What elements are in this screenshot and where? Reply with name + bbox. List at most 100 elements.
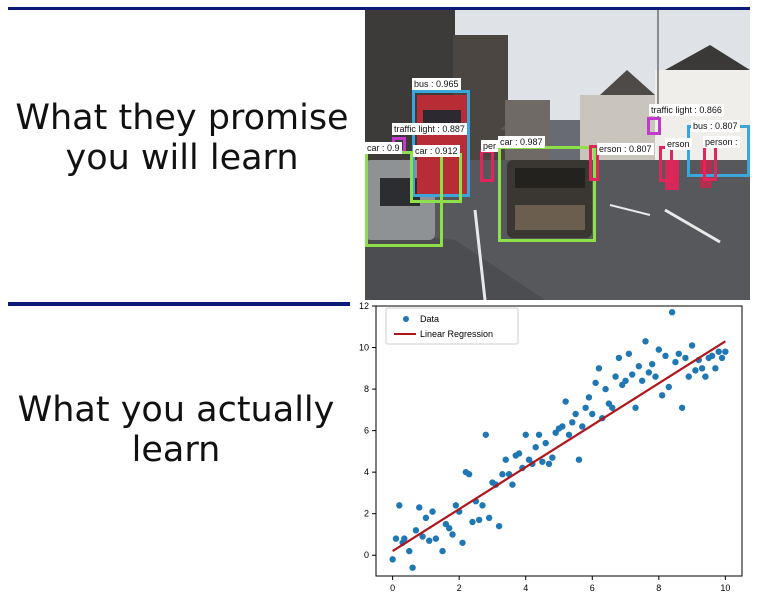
data-point (549, 454, 556, 461)
legend-data-label: Data (420, 314, 439, 324)
y-tick-label: 10 (359, 343, 369, 353)
data-point (432, 535, 440, 542)
data-point (708, 352, 716, 360)
data-point (715, 348, 722, 355)
label-traffic-light-0887: traffic light : 0.887 (392, 123, 467, 135)
data-point (485, 514, 493, 522)
y-tick-label: 4 (364, 467, 369, 477)
promise-caption: What they promise you will learn (15, 98, 349, 178)
data-point (562, 398, 569, 405)
data-point (416, 504, 423, 511)
x-tick-label: 6 (590, 583, 595, 593)
data-point (678, 404, 686, 411)
data-point (426, 537, 433, 544)
data-point (515, 450, 523, 457)
data-point (545, 460, 553, 468)
x-tick-label: 8 (656, 583, 661, 593)
data-point (559, 423, 566, 430)
street-scene (365, 10, 750, 300)
legend-regression-label: Linear Regression (420, 329, 493, 339)
data-point (409, 564, 416, 571)
data-point (419, 533, 426, 540)
person-box-right-1 (659, 146, 673, 182)
data-point (389, 556, 396, 563)
data-point (575, 456, 583, 463)
data-point (406, 547, 413, 555)
data-point (648, 360, 656, 368)
data-point (502, 456, 509, 463)
data-point (475, 516, 483, 524)
traffic-light-box-right (647, 117, 661, 135)
label-person-left: per (481, 140, 499, 152)
top-border (8, 7, 750, 10)
x-tick-label: 4 (523, 583, 528, 593)
data-point (682, 354, 689, 362)
data-point (499, 471, 506, 478)
data-point (662, 352, 669, 360)
data-point (396, 502, 403, 509)
label-car-09: car : 0.9 (365, 142, 402, 154)
data-point (645, 369, 653, 376)
y-tick-label: 0 (364, 550, 369, 560)
car-box-mid (410, 153, 462, 203)
data-point (459, 539, 466, 546)
actual-caption: What you actually learn (17, 390, 335, 470)
data-point (565, 431, 573, 438)
object-detection-photo: bus : 0.965 traffic light : 0.887 car : … (365, 10, 750, 300)
data-point (392, 535, 400, 542)
data-point (635, 363, 643, 370)
label-car-0987: car : 0.987 (498, 136, 545, 148)
x-tick-label: 10 (720, 583, 730, 593)
regression-line (392, 340, 726, 553)
data-point (718, 354, 726, 362)
y-tick-label: 6 (364, 426, 369, 436)
plot-area (375, 305, 743, 577)
data-point (688, 342, 696, 349)
data-point (449, 531, 456, 538)
data-point (702, 373, 709, 380)
y-tick-label: 2 (364, 509, 369, 519)
person-box-left (480, 150, 494, 182)
data-point (585, 394, 593, 401)
data-point (452, 502, 460, 509)
data-point (532, 444, 539, 451)
data-point (712, 365, 719, 372)
car-box-center (498, 146, 596, 242)
data-point (582, 404, 589, 411)
linear-regression-chart: 0 2 4 6 8 10 0 2 4 6 8 10 12 Data Linear Regression (350, 302, 750, 602)
person-box-mid (589, 145, 599, 181)
data-point (539, 458, 546, 465)
data-point (439, 547, 446, 555)
label-bus-0965: bus : 0.965 (412, 78, 461, 90)
data-point (465, 471, 473, 478)
data-point (572, 410, 579, 418)
label-person-right-2: person : (703, 136, 740, 148)
data-point (595, 365, 603, 372)
legend-data-marker (403, 316, 409, 322)
data-point (535, 431, 543, 438)
data-point (672, 358, 679, 366)
data-point (401, 535, 408, 542)
data-point (479, 502, 486, 509)
data-point (629, 371, 636, 378)
data-point (482, 431, 489, 438)
data-point (658, 392, 666, 399)
data-point (722, 348, 729, 355)
data-point (592, 379, 599, 387)
x-tick-label: 0 (390, 583, 395, 593)
data-point (589, 410, 596, 418)
data-point (612, 373, 619, 380)
data-point (692, 367, 699, 374)
label-person-right-1: erson (665, 138, 692, 150)
data-point (652, 373, 659, 380)
data-point (642, 338, 649, 345)
data-point (522, 431, 529, 438)
data-point (412, 527, 420, 534)
person-box-right-2 (703, 145, 717, 181)
data-point (668, 309, 676, 316)
data-point (685, 373, 692, 380)
data-point (579, 423, 586, 430)
label-traffic-light-0866: traffic light : 0.866 (649, 104, 724, 116)
x-tick-label: 2 (457, 583, 462, 593)
y-tick-label: 12 (359, 302, 369, 311)
